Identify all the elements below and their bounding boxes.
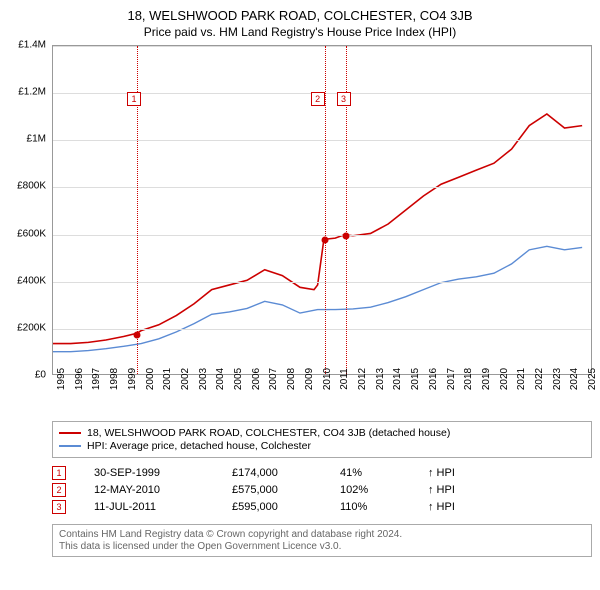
legend-item: 18, WELSHWOOD PARK ROAD, COLCHESTER, CO4…	[59, 427, 585, 439]
legend-swatch	[59, 445, 81, 447]
event-marker-label: 2	[311, 92, 325, 106]
event-marker-label: 1	[127, 92, 141, 106]
gridline	[53, 235, 591, 236]
y-tick-label: £1.2M	[18, 87, 46, 98]
x-tick-label: 2011	[339, 368, 350, 390]
event-number: 3	[52, 500, 66, 514]
gridline	[53, 329, 591, 330]
x-tick-label: 2014	[392, 368, 403, 390]
y-tick-label: £0	[35, 370, 46, 381]
x-tick-label: 2017	[446, 368, 457, 390]
x-tick-label: 2024	[569, 368, 580, 390]
y-tick-label: £600K	[17, 228, 46, 239]
x-tick-label: 2008	[286, 368, 297, 390]
gridline	[53, 46, 591, 47]
x-tick-label: 2009	[304, 368, 315, 390]
event-row: 3 11-JUL-2011 £595,000 110% ↑ HPI	[52, 500, 592, 514]
y-tick-label: £1.4M	[18, 40, 46, 51]
footer-line: Contains HM Land Registry data © Crown c…	[59, 529, 585, 540]
event-price: £575,000	[232, 484, 312, 496]
event-date: 11-JUL-2011	[94, 501, 204, 513]
event-vs-hpi: ↑ HPI	[428, 484, 455, 496]
x-tick-label: 2006	[251, 368, 262, 390]
event-vs-hpi: ↑ HPI	[428, 467, 455, 479]
x-tick-label: 2004	[215, 368, 226, 390]
event-pct: 102%	[340, 484, 400, 496]
y-tick-label: £200K	[17, 322, 46, 333]
footer-box: Contains HM Land Registry data © Crown c…	[52, 524, 592, 557]
event-date: 30-SEP-1999	[94, 467, 204, 479]
x-axis-labels: 1995199619971998199920002001200220032004…	[52, 375, 592, 415]
event-row: 2 12-MAY-2010 £575,000 102% ↑ HPI	[52, 483, 592, 497]
y-tick-label: £400K	[17, 275, 46, 286]
event-guideline	[325, 46, 326, 374]
x-tick-label: 2013	[375, 368, 386, 390]
event-number: 2	[52, 483, 66, 497]
x-tick-label: 2003	[198, 368, 209, 390]
legend-label: HPI: Average price, detached house, Colc…	[87, 440, 311, 452]
x-tick-label: 2021	[516, 368, 527, 390]
chart-title: 18, WELSHWOOD PARK ROAD, COLCHESTER, CO4…	[10, 8, 590, 23]
legend-item: HPI: Average price, detached house, Colc…	[59, 440, 585, 452]
event-dot	[134, 331, 141, 338]
x-tick-label: 2016	[428, 368, 439, 390]
x-tick-label: 2015	[410, 368, 421, 390]
event-price: £174,000	[232, 467, 312, 479]
chart-container: 18, WELSHWOOD PARK ROAD, COLCHESTER, CO4…	[0, 0, 600, 590]
x-tick-label: 2018	[463, 368, 474, 390]
gridline	[53, 187, 591, 188]
footer-line: This data is licensed under the Open Gov…	[59, 541, 585, 552]
y-tick-label: £1M	[27, 134, 46, 145]
event-row: 1 30-SEP-1999 £174,000 41% ↑ HPI	[52, 466, 592, 480]
event-pct: 110%	[340, 501, 400, 513]
legend-label: 18, WELSHWOOD PARK ROAD, COLCHESTER, CO4…	[87, 427, 450, 439]
event-vs-hpi: ↑ HPI	[428, 501, 455, 513]
x-tick-label: 2002	[180, 368, 191, 390]
x-tick-label: 2019	[481, 368, 492, 390]
title-block: 18, WELSHWOOD PARK ROAD, COLCHESTER, CO4…	[10, 8, 590, 39]
event-price: £595,000	[232, 501, 312, 513]
series-line-hpi	[53, 246, 582, 351]
x-tick-label: 2023	[552, 368, 563, 390]
x-tick-label: 2005	[233, 368, 244, 390]
events-table: 1 30-SEP-1999 £174,000 41% ↑ HPI 2 12-MAY-2010…	[52, 466, 592, 514]
y-tick-label: £800K	[17, 181, 46, 192]
event-dot	[321, 237, 328, 244]
event-marker-label: 3	[337, 92, 351, 106]
x-tick-label: 2007	[268, 368, 279, 390]
gridline	[53, 140, 591, 141]
x-tick-label: 2012	[357, 368, 368, 390]
x-tick-label: 2000	[145, 368, 156, 390]
x-tick-label: 1996	[74, 368, 85, 390]
x-tick-label: 2025	[587, 368, 598, 390]
x-tick-label: 1999	[127, 368, 138, 390]
gridline	[53, 282, 591, 283]
x-tick-label: 2001	[162, 368, 173, 390]
x-tick-label: 1995	[56, 368, 67, 390]
event-date: 12-MAY-2010	[94, 484, 204, 496]
x-tick-label: 2022	[534, 368, 545, 390]
x-tick-label: 1998	[109, 368, 120, 390]
event-pct: 41%	[340, 467, 400, 479]
legend-swatch	[59, 432, 81, 434]
x-tick-label: 2010	[322, 368, 333, 390]
chart-subtitle: Price paid vs. HM Land Registry's House …	[10, 25, 590, 39]
event-dot	[342, 232, 349, 239]
event-number: 1	[52, 466, 66, 480]
legend-box: 18, WELSHWOOD PARK ROAD, COLCHESTER, CO4…	[52, 421, 592, 458]
x-tick-label: 1997	[91, 368, 102, 390]
x-tick-label: 2020	[499, 368, 510, 390]
plot-area: 1 23	[52, 45, 592, 375]
